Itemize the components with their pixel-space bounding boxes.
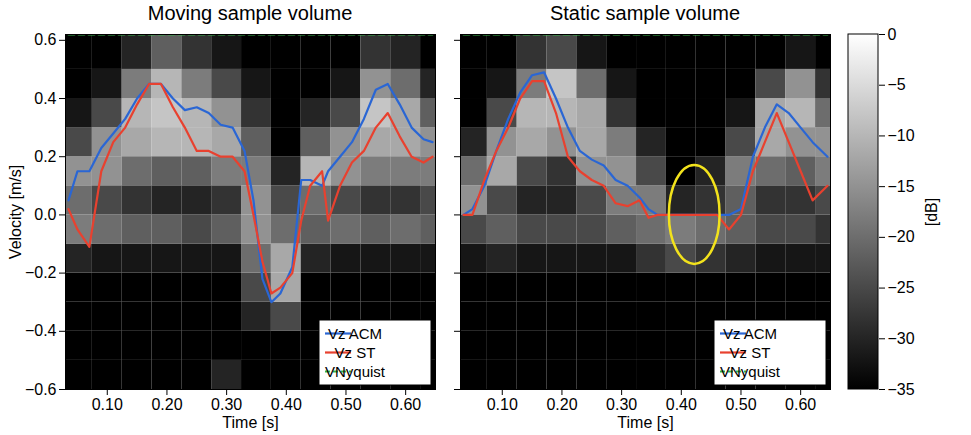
svg-text:−35: −35 <box>888 381 915 398</box>
svg-text:VNyquist: VNyquist <box>325 363 386 380</box>
svg-text:Vz ST: Vz ST <box>730 344 771 361</box>
svg-text:0.10: 0.10 <box>92 396 123 413</box>
svg-text:0.30: 0.30 <box>211 396 242 413</box>
svg-text:0.60: 0.60 <box>390 396 421 413</box>
svg-text:0.30: 0.30 <box>606 396 637 413</box>
svg-text:0.20: 0.20 <box>546 396 577 413</box>
svg-text:−25: −25 <box>888 279 915 296</box>
svg-text:0.40: 0.40 <box>666 396 697 413</box>
svg-text:0: 0 <box>888 26 897 43</box>
svg-text:0.4: 0.4 <box>34 90 56 107</box>
svg-text:−0.4: −0.4 <box>25 322 57 339</box>
svg-text:0.10: 0.10 <box>487 396 518 413</box>
svg-text:0.50: 0.50 <box>330 396 361 413</box>
svg-text:−15: −15 <box>888 178 915 195</box>
svg-text:0.6: 0.6 <box>34 31 56 48</box>
svg-text:−0.2: −0.2 <box>25 264 57 281</box>
svg-text:[dB]: [dB] <box>923 198 940 226</box>
svg-text:−10: −10 <box>888 127 915 144</box>
svg-text:Vz ACM: Vz ACM <box>723 325 777 342</box>
svg-text:−0.6: −0.6 <box>25 381 57 398</box>
svg-text:Time [s]: Time [s] <box>222 414 278 431</box>
html-text:Moving sample volume: Moving sample volume <box>147 2 353 24</box>
svg-text:0.40: 0.40 <box>271 396 302 413</box>
svg-text:0.0: 0.0 <box>34 206 56 223</box>
html-text:Static sample volume: Static sample volume <box>550 2 740 24</box>
svg-text:0.2: 0.2 <box>34 148 56 165</box>
svg-text:Velocity [m/s]: Velocity [m/s] <box>7 165 24 259</box>
svg-text:0.20: 0.20 <box>151 396 182 413</box>
svg-text:0.50: 0.50 <box>725 396 756 413</box>
svg-text:Time [s]: Time [s] <box>617 414 673 431</box>
svg-text:−5: −5 <box>888 76 906 93</box>
svg-text:VNyquist: VNyquist <box>720 363 781 380</box>
svg-text:−30: −30 <box>888 330 915 347</box>
svg-text:0.60: 0.60 <box>785 396 816 413</box>
svg-text:Vz ACM: Vz ACM <box>328 325 382 342</box>
svg-text:Vz ST: Vz ST <box>335 344 376 361</box>
svg-text:−20: −20 <box>888 228 915 245</box>
